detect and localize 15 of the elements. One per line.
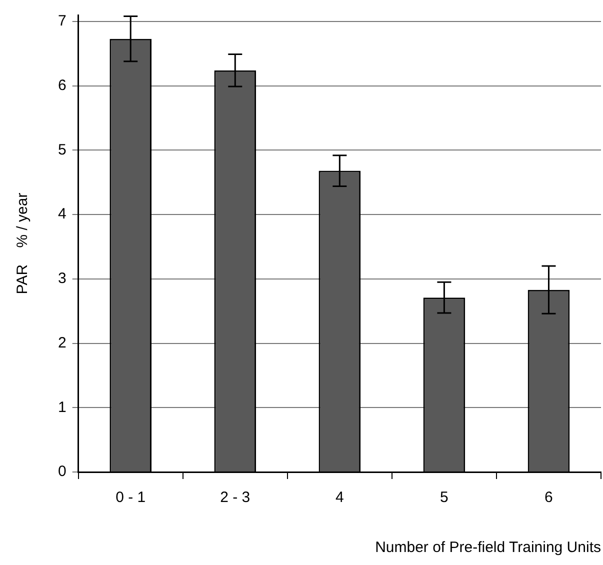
y-axis-title: PAR % / year xyxy=(14,192,32,294)
x-tick-label: 6 xyxy=(544,489,553,506)
y-tick-label: 2 xyxy=(58,334,66,352)
x-axis-title: Number of Pre-field Training Units xyxy=(375,539,601,556)
x-tick-label: 4 xyxy=(336,489,344,506)
y-tick-label: 6 xyxy=(58,76,66,94)
x-tick-label: 2 - 3 xyxy=(220,489,250,506)
y-tick-label: 5 xyxy=(58,141,66,158)
y-tick-label: 4 xyxy=(58,206,66,223)
y-tick-label: 1 xyxy=(58,398,66,416)
y-tick-label: 0 xyxy=(58,463,66,480)
x-tick-label: 0 - 1 xyxy=(116,489,146,506)
y-tick-label: 7 xyxy=(58,12,66,30)
y-tick-label: 3 xyxy=(58,270,66,288)
x-tick-label: 5 xyxy=(440,489,448,506)
